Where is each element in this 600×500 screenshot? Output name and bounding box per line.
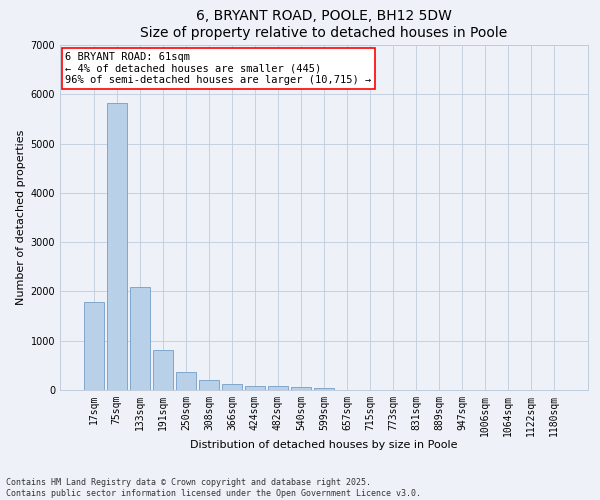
Title: 6, BRYANT ROAD, POOLE, BH12 5DW
Size of property relative to detached houses in : 6, BRYANT ROAD, POOLE, BH12 5DW Size of … <box>140 10 508 40</box>
X-axis label: Distribution of detached houses by size in Poole: Distribution of detached houses by size … <box>190 440 458 450</box>
Bar <box>84 302 104 390</box>
Bar <box>291 387 311 390</box>
Bar <box>176 372 196 390</box>
Bar <box>199 380 218 390</box>
Bar <box>268 386 288 390</box>
Bar <box>245 386 265 390</box>
Bar <box>314 388 334 390</box>
Bar <box>107 103 127 390</box>
Text: 6 BRYANT ROAD: 61sqm
← 4% of detached houses are smaller (445)
96% of semi-detac: 6 BRYANT ROAD: 61sqm ← 4% of detached ho… <box>65 52 371 85</box>
Text: Contains HM Land Registry data © Crown copyright and database right 2025.
Contai: Contains HM Land Registry data © Crown c… <box>6 478 421 498</box>
Bar <box>222 384 242 390</box>
Bar <box>130 286 149 390</box>
Bar <box>153 350 173 390</box>
Y-axis label: Number of detached properties: Number of detached properties <box>16 130 26 305</box>
